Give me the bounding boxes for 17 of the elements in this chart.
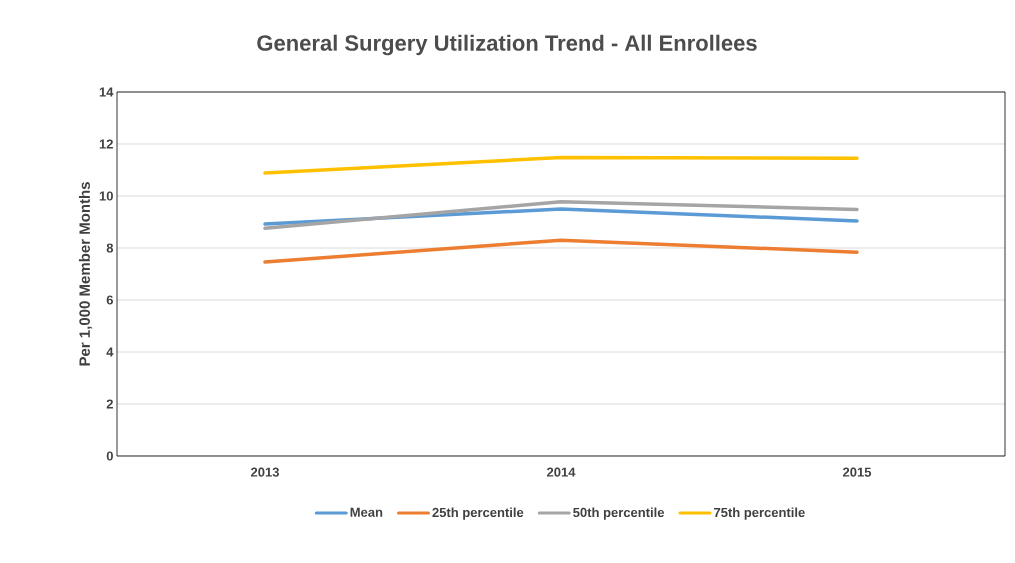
x-tick-label: 2014 bbox=[547, 467, 576, 477]
y-tick-label: 2 bbox=[106, 399, 113, 409]
y-axis-title: Per 1,000 Member Months bbox=[78, 182, 93, 366]
chart-title: General Surgery Utilization Trend - All Enrollees bbox=[257, 34, 757, 56]
legend-label: 50th percentile bbox=[573, 507, 665, 520]
y-tick-label: 8 bbox=[106, 243, 114, 253]
legend-label: 25th percentile bbox=[432, 507, 524, 520]
y-tick-label: 10 bbox=[99, 191, 113, 201]
y-tick-label: 12 bbox=[99, 139, 113, 149]
x-tick-label: 2015 bbox=[843, 467, 872, 477]
y-tick-label: 14 bbox=[99, 87, 114, 97]
x-tick-label: 2013 bbox=[251, 467, 279, 477]
y-tick-label: 0 bbox=[106, 451, 113, 461]
y-tick-label: 4 bbox=[106, 347, 114, 357]
y-tick-label: 6 bbox=[106, 295, 113, 305]
legend-label: Mean bbox=[350, 507, 383, 517]
legend-label: 75th percentile bbox=[714, 507, 805, 520]
